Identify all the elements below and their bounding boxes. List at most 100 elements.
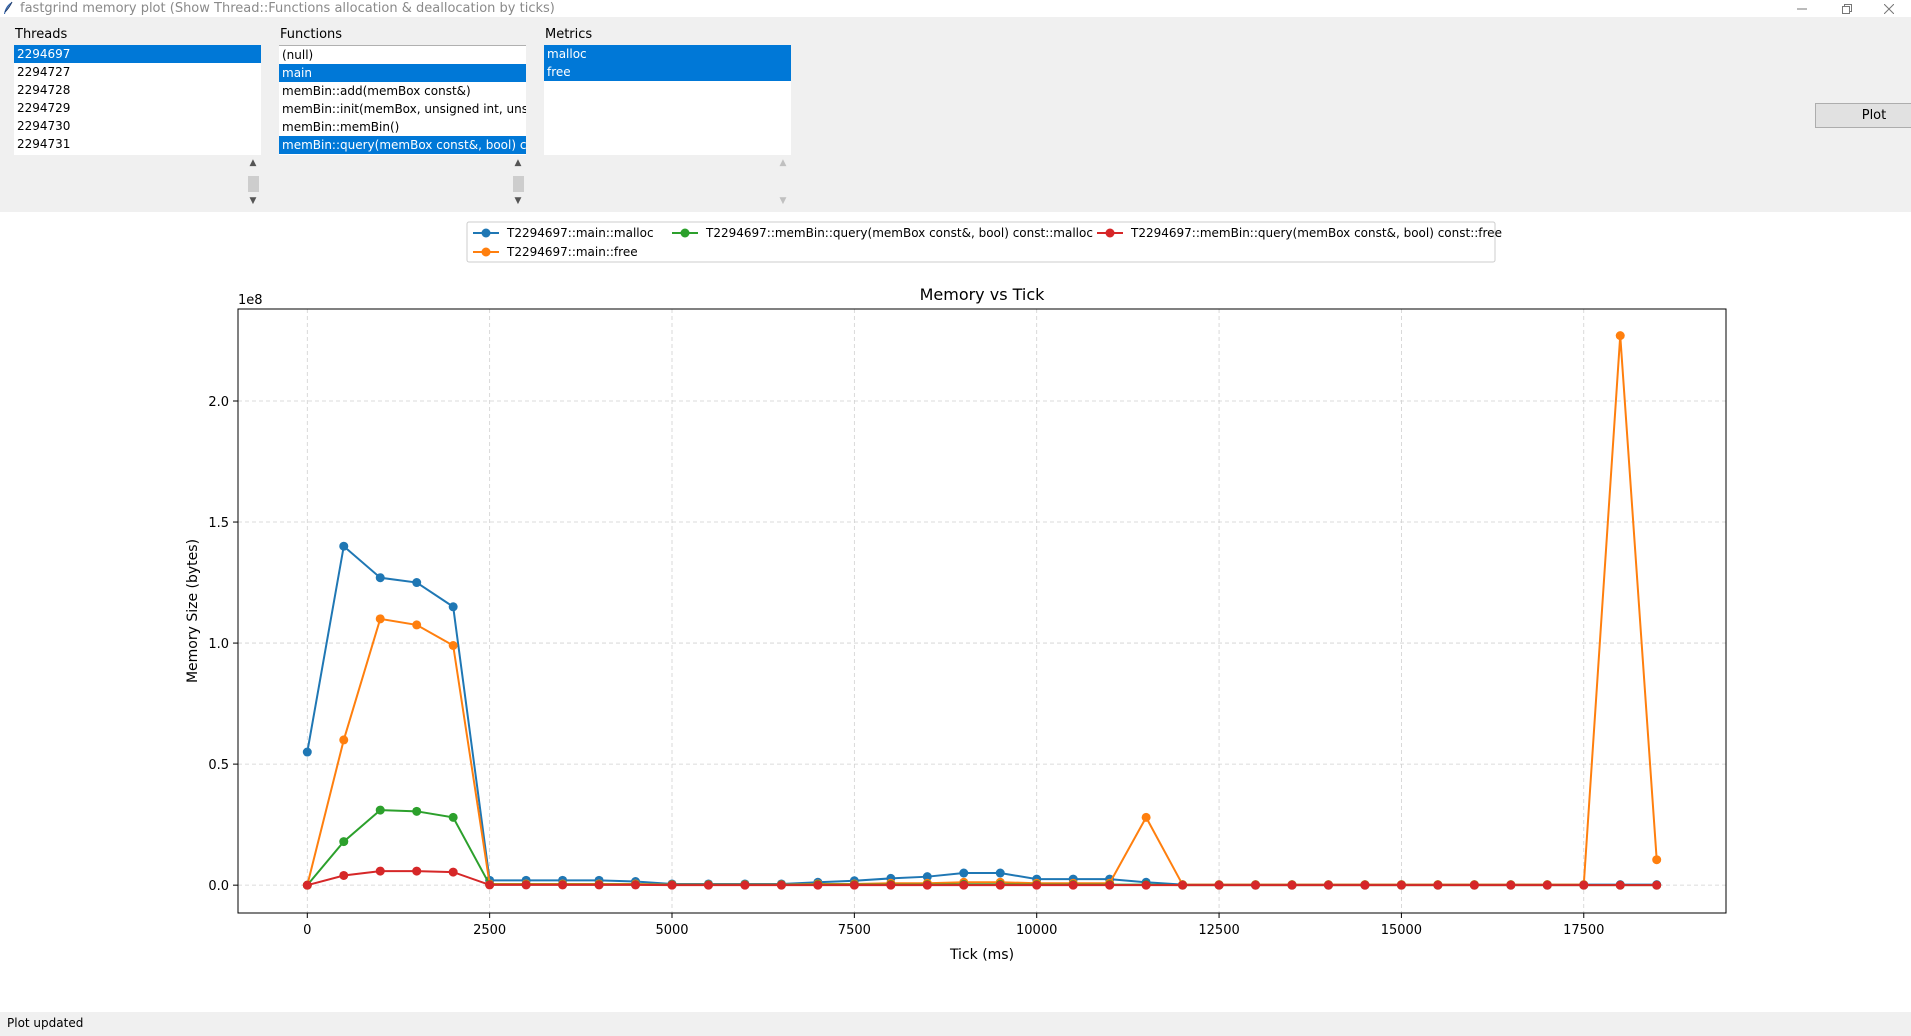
y-axis-label: Memory Size (bytes) bbox=[185, 539, 201, 683]
data-point bbox=[813, 880, 823, 890]
data-point bbox=[558, 880, 568, 890]
thread-item[interactable]: 2294697 bbox=[14, 45, 261, 63]
plot-button[interactable]: Plot bbox=[1815, 103, 1911, 128]
function-item[interactable]: (null) bbox=[282, 48, 314, 62]
plot-area: 0 2500 5000 7500 10000 12500 15000 17500 0.0 0.5 1… bbox=[0, 212, 1911, 1012]
scroll-thumb[interactable] bbox=[513, 176, 524, 192]
data-point bbox=[703, 880, 713, 890]
data-point bbox=[302, 747, 312, 757]
scroll-down-icon[interactable]: ▼ bbox=[249, 196, 257, 206]
scroll-down-icon[interactable]: ▼ bbox=[779, 196, 787, 206]
scroll-up-icon[interactable]: ▲ bbox=[779, 158, 787, 168]
data-point bbox=[1178, 880, 1188, 890]
function-item[interactable]: memBin::query(memBox const&, bool) cor bbox=[279, 136, 526, 154]
data-point bbox=[302, 880, 312, 890]
legend-marker bbox=[1105, 228, 1115, 238]
scroll-up-icon[interactable]: ▲ bbox=[514, 158, 522, 168]
thread-item[interactable]: 2294730 bbox=[17, 119, 71, 133]
status-text: Plot updated bbox=[7, 1016, 84, 1030]
window-title: fastgrind memory plot (Show Thread::Func… bbox=[20, 1, 555, 16]
data-point bbox=[1396, 880, 1406, 890]
x-tick-label: 15000 bbox=[1381, 923, 1422, 938]
function-item[interactable]: memBin::add(memBox const&) bbox=[282, 84, 471, 98]
data-point bbox=[959, 880, 969, 890]
close-icon bbox=[1884, 3, 1894, 14]
chart-title: Memory vs Tick bbox=[920, 285, 1046, 304]
data-point bbox=[922, 872, 932, 882]
data-point bbox=[339, 870, 349, 880]
legend-box bbox=[466, 221, 1496, 263]
metrics-scrollbar[interactable]: ▲ ▼ bbox=[776, 158, 790, 208]
x-tick-label: 17500 bbox=[1563, 923, 1604, 938]
data-point bbox=[412, 620, 422, 630]
x-axis-label: Tick (ms) bbox=[949, 947, 1014, 963]
data-point bbox=[375, 573, 385, 583]
thread-item[interactable]: 2294728 bbox=[17, 83, 71, 97]
data-point bbox=[1251, 880, 1261, 890]
data-point bbox=[1214, 880, 1224, 890]
thread-item[interactable]: 2294727 bbox=[17, 65, 71, 79]
legend-marker bbox=[481, 247, 491, 257]
threads-label: Threads bbox=[15, 27, 68, 42]
data-point bbox=[339, 541, 349, 551]
legend-label: T2294697::main::malloc bbox=[506, 226, 654, 240]
functions-label: Functions bbox=[280, 27, 343, 42]
y-tick-label: 1.0 bbox=[208, 637, 229, 652]
x-tick-label: 2500 bbox=[473, 923, 506, 938]
data-point bbox=[448, 867, 458, 877]
data-point bbox=[667, 880, 677, 890]
data-point bbox=[594, 880, 604, 890]
y-offset-label: 1e8 bbox=[238, 293, 263, 308]
function-item[interactable]: memBin::init(memBox, unsigned int, unsig… bbox=[282, 102, 526, 116]
data-point bbox=[1652, 855, 1662, 865]
data-point bbox=[995, 868, 1005, 878]
data-point bbox=[740, 880, 750, 890]
minimize-button[interactable] bbox=[1780, 0, 1824, 17]
threads-scrollbar[interactable]: ▲ ▼ bbox=[246, 158, 260, 208]
data-point bbox=[375, 614, 385, 624]
y-tick-label: 0.5 bbox=[208, 758, 229, 773]
data-point bbox=[1469, 880, 1479, 890]
metric-item[interactable]: malloc bbox=[544, 45, 791, 63]
y-tick-label: 0.0 bbox=[208, 879, 229, 894]
series-line bbox=[306, 335, 1658, 886]
scroll-up-icon[interactable]: ▲ bbox=[249, 158, 257, 168]
title-bar: fastgrind memory plot (Show Thread::Func… bbox=[0, 0, 1911, 17]
legend-label: T2294697::memBin::query(memBox const&, b… bbox=[705, 226, 1093, 240]
threads-listbox[interactable]: 2294697 2294727 2294728 2294729 2294730 22947… bbox=[14, 45, 261, 155]
data-point bbox=[1360, 880, 1370, 890]
x-tick-label: 12500 bbox=[1198, 923, 1239, 938]
data-point bbox=[375, 866, 385, 876]
data-point bbox=[485, 880, 495, 890]
x-tick-label: 10000 bbox=[1016, 923, 1057, 938]
data-point bbox=[1323, 880, 1333, 890]
function-item[interactable]: main bbox=[279, 64, 526, 82]
metrics-listbox[interactable]: malloc free bbox=[544, 45, 791, 155]
data-point bbox=[1141, 812, 1151, 822]
minimize-icon bbox=[1797, 8, 1807, 9]
data-point bbox=[886, 880, 896, 890]
x-tick-label: 7500 bbox=[838, 923, 871, 938]
x-tick-label: 5000 bbox=[655, 923, 688, 938]
close-button[interactable] bbox=[1867, 0, 1911, 17]
metric-item[interactable]: free bbox=[544, 63, 791, 81]
scroll-down-icon[interactable]: ▼ bbox=[514, 196, 522, 206]
data-point bbox=[1032, 880, 1042, 890]
thread-item[interactable]: 2294729 bbox=[17, 101, 71, 115]
functions-scrollbar[interactable]: ▲ ▼ bbox=[511, 158, 525, 208]
data-point bbox=[1615, 880, 1625, 890]
restore-button[interactable] bbox=[1825, 0, 1869, 17]
data-point bbox=[849, 880, 859, 890]
axes-frame bbox=[237, 308, 1727, 914]
data-point bbox=[448, 640, 458, 650]
scroll-thumb[interactable] bbox=[248, 176, 259, 192]
status-bar: Plot updated bbox=[0, 1012, 1911, 1036]
legend-label: T2294697::main::free bbox=[506, 245, 638, 259]
data-point bbox=[922, 880, 932, 890]
data-point bbox=[995, 880, 1005, 890]
function-item[interactable]: memBin::memBin() bbox=[282, 120, 400, 134]
data-point bbox=[375, 805, 385, 815]
thread-item[interactable]: 2294731 bbox=[17, 137, 71, 151]
data-point bbox=[521, 880, 531, 890]
